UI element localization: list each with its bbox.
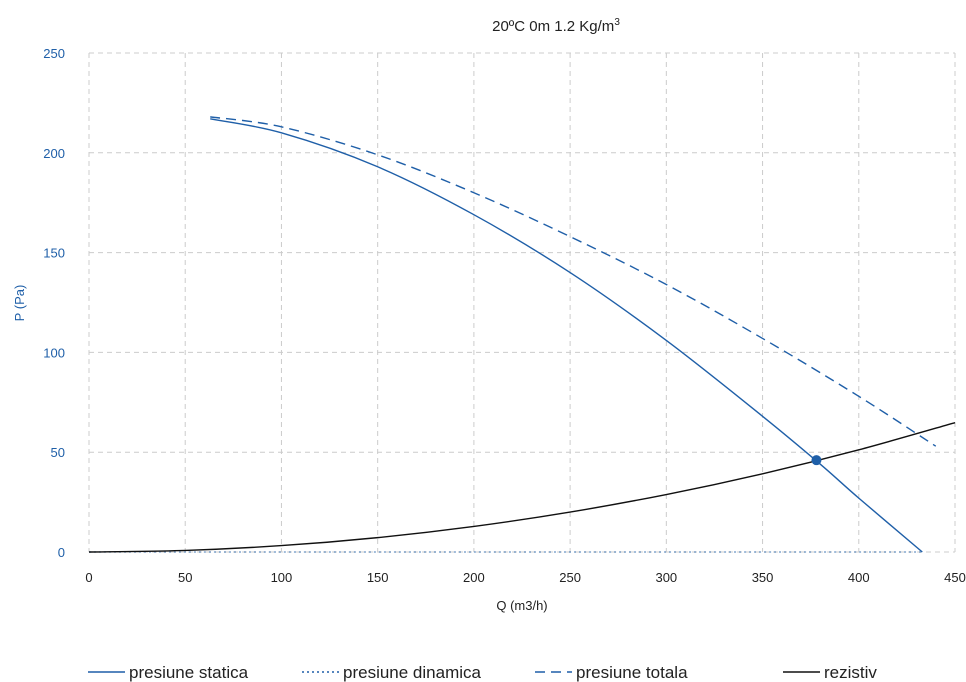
y-tick-label: 100 [43, 345, 65, 360]
y-axis-label: P (Pa) [12, 285, 27, 322]
chart-title: 20ºC 0m 1.2 Kg/m3 [492, 17, 620, 35]
y-tick-label: 50 [51, 445, 65, 460]
x-tick-label: 0 [85, 570, 92, 585]
grid [88, 52, 956, 553]
legend: presiune statica presiune dinamica presiun… [88, 663, 877, 682]
x-tick-label: 400 [848, 570, 870, 585]
chart-title-superscript: 3 [614, 17, 620, 28]
x-tick-label: 250 [559, 570, 581, 585]
x-tick-label: 50 [178, 570, 192, 585]
y-tick-label: 150 [43, 246, 65, 261]
x-axis-ticks: 0 50 100 150 200 250 300 350 400 450 [85, 570, 965, 585]
x-tick-label: 150 [367, 570, 389, 585]
x-tick-label: 300 [655, 570, 677, 585]
operating-point-group [811, 455, 822, 466]
y-tick-label: 200 [43, 146, 65, 161]
legend-label-0: presiune statica [129, 663, 249, 682]
series-line-3 [88, 421, 956, 553]
legend-label-3: rezistiv [824, 663, 877, 682]
series-line-2 [210, 116, 937, 447]
series-line-0 [210, 118, 923, 553]
series-group [88, 116, 956, 553]
operating-point-marker [811, 455, 822, 466]
legend-label-1: presiune dinamica [343, 663, 482, 682]
x-tick-label: 200 [463, 570, 485, 585]
y-tick-label: 0 [58, 545, 65, 560]
x-tick-label: 350 [752, 570, 774, 585]
x-tick-label: 100 [271, 570, 293, 585]
x-axis-label: Q (m3/h) [496, 598, 547, 613]
x-tick-label: 450 [944, 570, 966, 585]
legend-label-2: presiune totala [576, 663, 688, 682]
y-axis-ticks: 0 50 100 150 200 250 [43, 46, 65, 560]
y-tick-label: 250 [43, 46, 65, 61]
